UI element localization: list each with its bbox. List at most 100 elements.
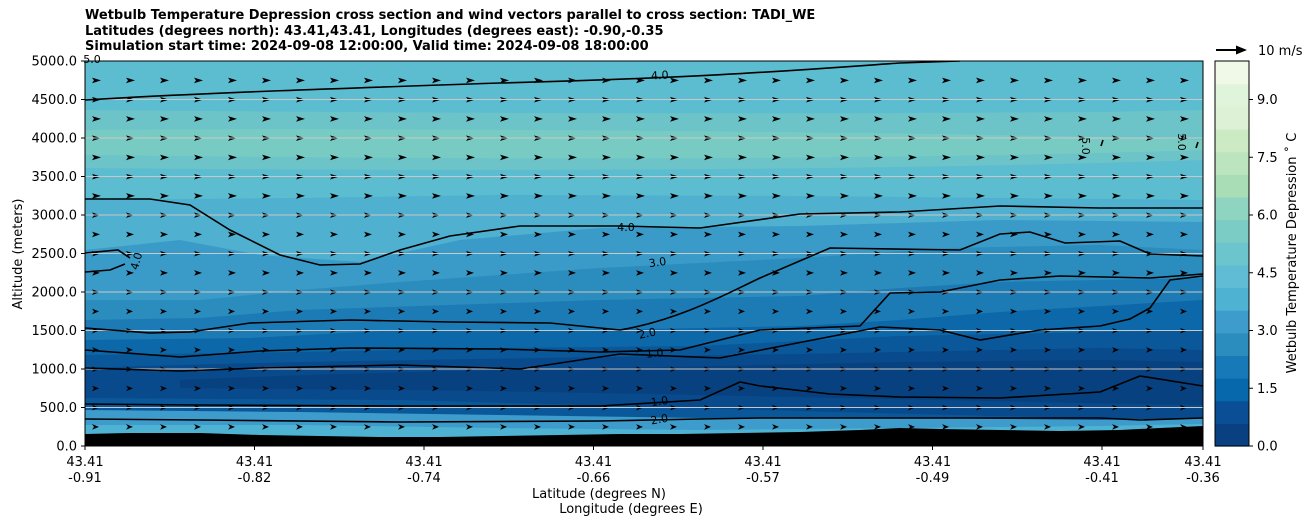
wind-vector-0-18 <box>704 77 713 84</box>
wind-vector-10-27 <box>1010 270 1018 276</box>
wind-vector-16-29 <box>1078 385 1085 392</box>
wind-vector-2-3 <box>194 116 203 122</box>
wind-vector-12-16 <box>636 308 643 315</box>
x-tick-lon-1: -0.82 <box>238 471 272 486</box>
wind-vector-0-2 <box>160 77 169 84</box>
wind-vector-10-29 <box>1078 270 1086 276</box>
wind-vector-2-13 <box>534 116 543 122</box>
wind-vector-6-30 <box>1112 193 1121 199</box>
wind-vector-10-28 <box>1044 270 1052 276</box>
x-tick-lat-2: 43.41 <box>405 455 442 470</box>
wind-vector-4-15 <box>602 154 611 161</box>
colorbar-segment-6 <box>1215 287 1249 311</box>
wind-vector-6-20 <box>772 193 781 199</box>
wind-vector-8-8 <box>364 231 372 238</box>
wind-vector-12-19 <box>738 308 745 315</box>
wind-vector-18-16 <box>636 424 643 430</box>
x-tick-lat-3: 43.41 <box>575 455 612 470</box>
wind-vector-18-4 <box>228 424 235 430</box>
contour-label-6: 1.0 <box>650 394 669 409</box>
wind-vector-8-6 <box>296 231 304 238</box>
wind-vector-18-5 <box>262 424 269 430</box>
wind-vector-18-1 <box>126 424 133 430</box>
wind-vector-18-28 <box>1044 424 1051 430</box>
wind-vector-14-23 <box>874 347 881 353</box>
wind-vector-0-20 <box>772 77 781 84</box>
x-tick-lon-4: -0.57 <box>746 471 780 486</box>
y-tick-label-5: 2500.0 <box>32 247 78 262</box>
wind-vector-2-19 <box>738 116 747 122</box>
wind-vector-12-28 <box>1044 308 1051 315</box>
colorbar-segment-3 <box>1215 355 1249 379</box>
y-tick-label-9: 4500.0 <box>32 93 78 108</box>
wind-vector-0-28 <box>1044 77 1053 84</box>
title-line-1: Wetbulb Temperature Depression cross sec… <box>85 8 816 23</box>
wind-vector-10-11 <box>466 270 474 276</box>
colorbar-segment-15 <box>1215 83 1249 107</box>
wind-vector-10-31 <box>1146 270 1154 276</box>
wind-vector-14-4 <box>228 347 235 353</box>
colorbar-segment-14 <box>1215 106 1249 130</box>
contour-label-9: 5.0 <box>1175 133 1188 151</box>
wind-vector-0-1 <box>126 77 135 84</box>
wind-vector-8-21 <box>806 231 814 238</box>
wind-vector-4-6 <box>296 154 305 161</box>
wind-vector-8-19 <box>738 231 746 238</box>
wind-vector-14-20 <box>772 347 779 353</box>
field-band-10 <box>180 360 1203 405</box>
wind-vector-14-27 <box>1010 347 1017 353</box>
wind-vector-0-5 <box>262 77 271 84</box>
wind-vector-8-4 <box>228 231 236 238</box>
wind-vector-2-5 <box>262 116 271 122</box>
wind-vector-0-22 <box>840 77 849 84</box>
wind-vector-8-15 <box>602 231 610 238</box>
wind-vector-2-2 <box>160 116 169 122</box>
wind-vector-16-14 <box>568 385 575 392</box>
wind-vector-14-25 <box>942 347 949 353</box>
wind-vector-6-11 <box>466 193 475 199</box>
wind-vector-14-19 <box>738 347 745 353</box>
y-tick-label-7: 3500.0 <box>32 170 78 185</box>
wind-vector-8-9 <box>398 231 406 238</box>
gridlines <box>85 99 1203 408</box>
wind-vector-14-18 <box>704 347 711 353</box>
wind-vector-2-25 <box>942 116 951 122</box>
y-tick-label-4: 2000.0 <box>32 286 78 301</box>
x-axis-label-lon: Longitude (degrees E) <box>559 502 703 517</box>
x-tick-lat-5: 43.41 <box>914 455 951 470</box>
wind-vector-4-3 <box>194 154 203 161</box>
wind-vector-14-21 <box>806 347 813 353</box>
wind-vector-8-30 <box>1112 231 1120 238</box>
wind-vector-16-16 <box>636 385 643 392</box>
wind-vector-4-22 <box>840 154 849 161</box>
colorbar-segment-12 <box>1215 151 1249 175</box>
wind-vector-4-26 <box>976 154 985 161</box>
wind-vector-8-31 <box>1146 231 1154 238</box>
wind-vector-10-16 <box>636 270 644 276</box>
wind-vector-16-17 <box>670 385 677 392</box>
x-tick-lat-4: 43.41 <box>744 455 781 470</box>
colorbar-tick-label-3: 4.5 <box>1257 266 1278 281</box>
wind-vector-0-8 <box>364 77 373 84</box>
wind-vector-16-4 <box>228 385 235 392</box>
wind-vector-6-6 <box>296 193 305 199</box>
wind-vector-16-7 <box>330 385 337 392</box>
wind-vector-16-10 <box>432 385 439 392</box>
wind-vector-16-9 <box>398 385 405 392</box>
wind-vector-18-22 <box>840 424 847 430</box>
wind-vector-4-21 <box>806 154 815 161</box>
wind-vector-12-25 <box>942 308 949 315</box>
wind-vector-12-9 <box>398 308 405 315</box>
wind-vector-10-19 <box>738 270 746 276</box>
wind-vector-18-25 <box>942 424 949 430</box>
wind-vector-6-19 <box>738 193 747 199</box>
wind-vector-4-18 <box>704 154 713 161</box>
wind-vector-0-10 <box>432 77 441 84</box>
contour-label-4: 2.0 <box>637 325 657 341</box>
wind-vector-6-25 <box>942 193 951 199</box>
contour-line-6 <box>85 375 1203 407</box>
wind-vector-12-1 <box>126 308 133 315</box>
wind-vector-4-20 <box>772 154 781 161</box>
wind-vector-14-2 <box>160 347 167 353</box>
wind-vector-0-30 <box>1112 77 1121 84</box>
